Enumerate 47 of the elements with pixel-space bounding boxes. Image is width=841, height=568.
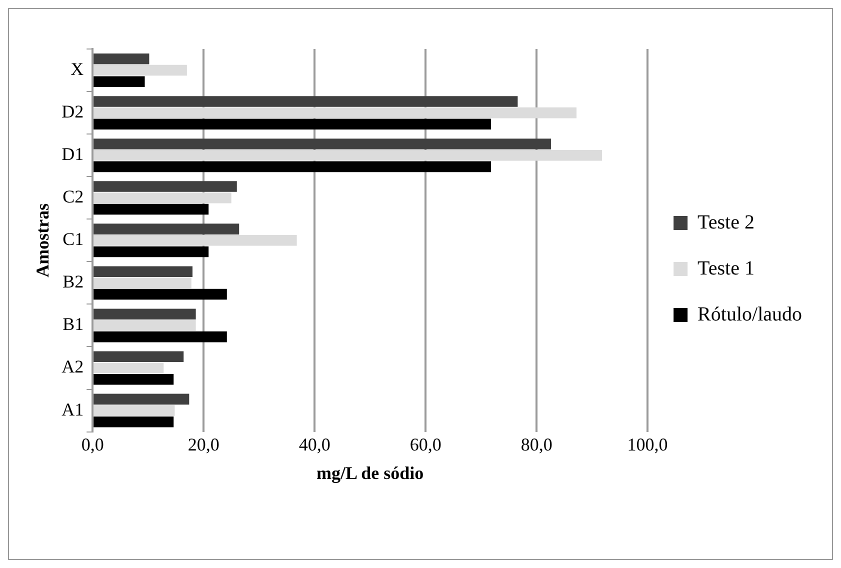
y-tick-label: X — [70, 59, 84, 79]
bar — [94, 394, 190, 405]
bar — [94, 235, 297, 246]
bar — [94, 224, 240, 234]
bar — [94, 181, 237, 192]
y-axis-title: Amostras — [32, 203, 52, 278]
bar — [94, 138, 551, 150]
bar — [94, 416, 174, 428]
x-tick-label: 60,0 — [410, 434, 442, 454]
bar — [94, 278, 192, 288]
y-tick-label: A1 — [62, 399, 84, 420]
x-tick-label: 80,0 — [520, 434, 552, 454]
legend-label: Teste 1 — [698, 257, 754, 280]
bar — [94, 351, 184, 362]
bar — [94, 64, 187, 76]
bar — [94, 161, 492, 172]
x-tick-label: 0,0 — [81, 434, 104, 454]
bar — [94, 118, 492, 130]
bar — [94, 331, 227, 342]
legend-label: Rótulo/laudo — [698, 303, 802, 326]
bar — [94, 150, 602, 161]
bar — [94, 308, 196, 320]
y-tick-label: D2 — [62, 102, 84, 122]
y-tick-label: C1 — [62, 229, 84, 250]
bar — [94, 246, 209, 258]
bar — [94, 374, 174, 385]
bar — [94, 204, 209, 215]
legend-label: Teste 2 — [698, 211, 754, 234]
y-tick-label: B2 — [62, 272, 84, 292]
y-tick-label: C2 — [62, 186, 84, 207]
y-tick-label: A2 — [62, 356, 84, 377]
bar — [94, 107, 577, 118]
bar — [94, 76, 145, 87]
x-tick-label: 100,0 — [627, 434, 668, 454]
bar — [94, 362, 164, 374]
bar — [94, 266, 192, 277]
bar — [94, 54, 150, 64]
y-tick-label: D1 — [62, 144, 84, 164]
bar — [94, 192, 232, 204]
bar — [94, 320, 196, 331]
bar — [94, 288, 227, 300]
x-tick-label: 40,0 — [298, 434, 330, 454]
bar — [94, 405, 175, 416]
x-axis-title: mg/L de sódio — [316, 462, 424, 483]
bar — [94, 96, 518, 107]
x-tick-label: 20,0 — [188, 434, 220, 454]
y-tick-label: B1 — [62, 314, 84, 334]
